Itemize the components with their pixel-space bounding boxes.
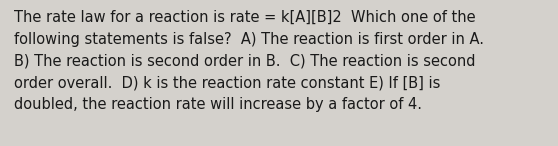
Text: The rate law for a reaction is rate = k[A][B]2  Which one of the
following state: The rate law for a reaction is rate = k[… (14, 10, 484, 112)
